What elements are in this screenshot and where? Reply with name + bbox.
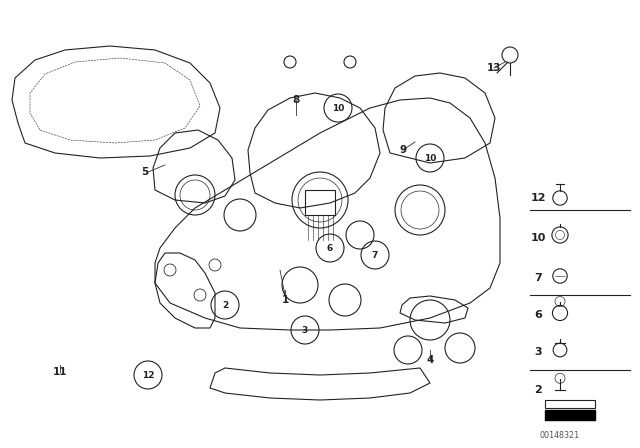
Text: 9: 9 [399,145,406,155]
Text: OO148321: OO148321 [540,431,580,439]
Text: 10: 10 [531,233,546,243]
Text: 2: 2 [222,301,228,310]
Text: 6: 6 [327,244,333,253]
Text: 12: 12 [531,193,546,203]
Text: 5: 5 [141,167,148,177]
Text: 6: 6 [534,310,542,320]
Text: 11: 11 [52,367,67,377]
Text: 13: 13 [487,63,501,73]
Text: 2: 2 [534,385,542,395]
Bar [545,410,595,420]
Text: 10: 10 [332,103,344,112]
Text: 7: 7 [534,273,542,283]
Text: 12: 12 [141,370,154,379]
Text: 3: 3 [302,326,308,335]
Text: 3: 3 [534,347,542,357]
Text: 7: 7 [372,250,378,259]
Text: 10: 10 [424,154,436,163]
Text: 8: 8 [292,95,300,105]
Text: 1: 1 [282,295,289,305]
Text: 4: 4 [426,355,434,365]
